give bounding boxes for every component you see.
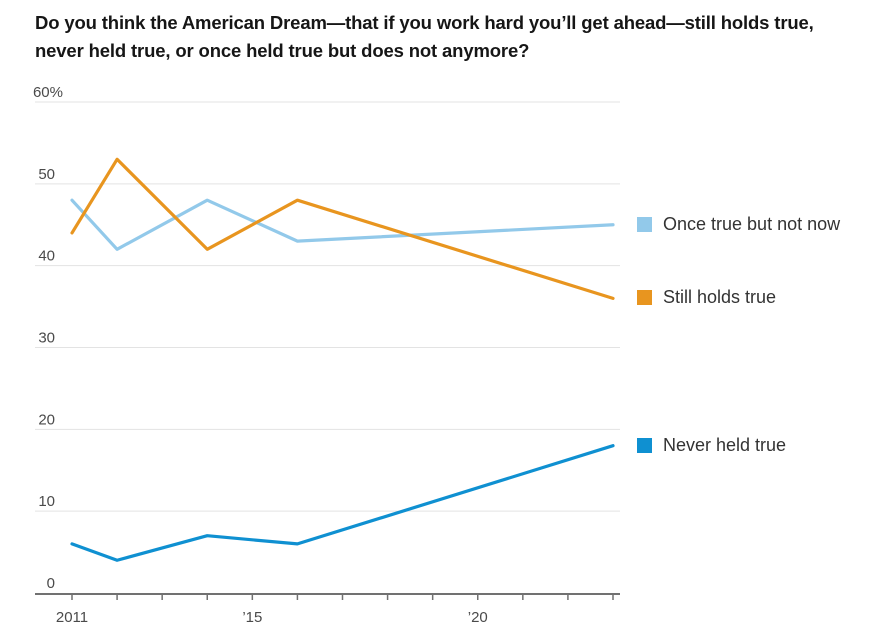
legend-label: Once true but not now — [663, 214, 841, 234]
x-axis-label: ’20 — [468, 609, 488, 626]
legend-swatch-still-holds — [637, 290, 652, 305]
y-axis-label: 10 — [38, 493, 55, 510]
legend-label: Never held true — [663, 435, 787, 455]
x-axis-label: 2011 — [56, 609, 88, 626]
legend-swatch-once-true — [637, 217, 652, 232]
y-axis-label: 20 — [38, 411, 55, 428]
y-axis-label: 0 — [47, 575, 55, 592]
chart-title-line1: Do you think the American Dream—that if … — [35, 12, 814, 33]
y-axis-label: 60% — [33, 84, 63, 101]
chart-title: Do you think the American Dream—that if … — [35, 9, 889, 65]
series-line-1 — [70, 157, 615, 300]
chart-title-line2: never held true, or once held true but d… — [35, 40, 530, 61]
series-line-0 — [70, 198, 615, 251]
y-axis-label: 30 — [38, 330, 55, 347]
y-axis-label: 50 — [38, 166, 55, 183]
legend-item-never-held: Never held true — [637, 435, 786, 456]
y-axis-label: 40 — [38, 248, 55, 265]
legend-label: Still holds true — [663, 287, 777, 307]
legend-item-once-true: Once true but not now — [637, 214, 840, 235]
legend-swatch-never-held — [637, 438, 652, 453]
series-line-2 — [70, 444, 615, 562]
x-axis-label: ’15 — [242, 609, 262, 626]
legend-item-still-holds: Still holds true — [637, 287, 776, 308]
